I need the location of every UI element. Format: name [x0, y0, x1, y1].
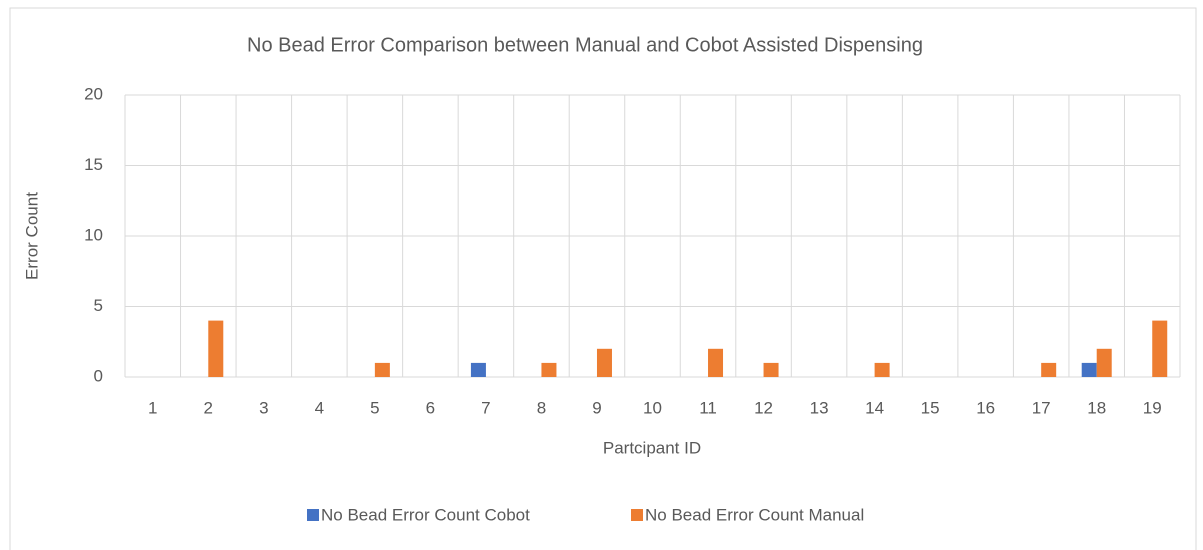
chart-frame	[9, 7, 1197, 550]
x-tick-label: 6	[426, 398, 435, 417]
chart-title: No Bead Error Comparison between Manual …	[247, 34, 923, 56]
bar	[874, 362, 890, 377]
x-tick-label: 11	[699, 398, 717, 417]
x-tick-label: 5	[370, 398, 379, 417]
y-axis-label: Error Count	[22, 192, 41, 280]
bar	[1041, 362, 1057, 377]
x-tick-label: 8	[537, 398, 546, 417]
bar	[208, 320, 224, 377]
bar	[541, 362, 557, 377]
x-axis-label: Partcipant ID	[603, 438, 701, 457]
y-tick-label: 15	[84, 155, 103, 174]
x-tick-label: 9	[592, 398, 601, 417]
legend-swatch	[631, 509, 643, 521]
legend-swatch	[307, 509, 319, 521]
y-tick-label: 0	[94, 366, 103, 385]
legend-label: No Bead Error Count Cobot	[321, 505, 530, 524]
bar	[470, 362, 486, 377]
x-tick-label: 2	[204, 398, 213, 417]
x-tick-label: 14	[865, 398, 884, 417]
bar	[1152, 320, 1168, 377]
x-tick-label: 16	[976, 398, 995, 417]
x-tick-label: 1	[148, 398, 157, 417]
bar	[374, 362, 390, 377]
x-tick-label: 3	[259, 398, 268, 417]
bar	[763, 362, 779, 377]
y-tick-label: 20	[84, 84, 103, 103]
x-tick-label: 4	[315, 398, 324, 417]
x-tick-label: 19	[1143, 398, 1162, 417]
bar	[596, 348, 612, 377]
x-tick-label: 13	[810, 398, 829, 417]
x-tick-label: 17	[1032, 398, 1051, 417]
x-tick-label: 18	[1087, 398, 1106, 417]
bar	[1096, 348, 1112, 377]
bar	[1081, 362, 1097, 377]
x-tick-label: 10	[643, 398, 662, 417]
bar	[708, 348, 724, 377]
y-tick-label: 10	[84, 225, 103, 244]
y-tick-label: 5	[94, 296, 103, 315]
legend-label: No Bead Error Count Manual	[645, 505, 864, 524]
x-tick-label: 12	[754, 398, 773, 417]
x-tick-label: 7	[481, 398, 490, 417]
x-tick-label: 15	[921, 398, 940, 417]
